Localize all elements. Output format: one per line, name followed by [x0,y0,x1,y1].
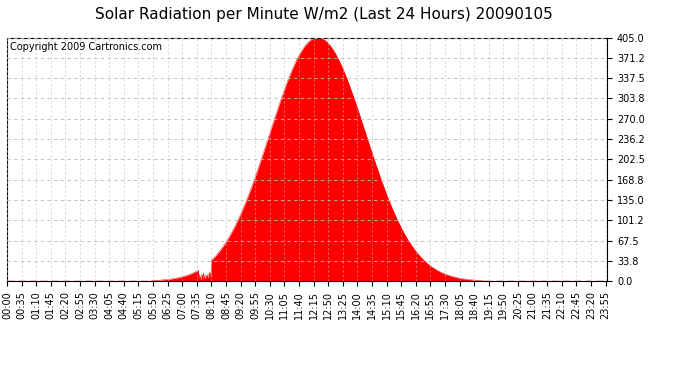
Text: Copyright 2009 Cartronics.com: Copyright 2009 Cartronics.com [10,42,162,52]
Text: Solar Radiation per Minute W/m2 (Last 24 Hours) 20090105: Solar Radiation per Minute W/m2 (Last 24… [95,8,553,22]
